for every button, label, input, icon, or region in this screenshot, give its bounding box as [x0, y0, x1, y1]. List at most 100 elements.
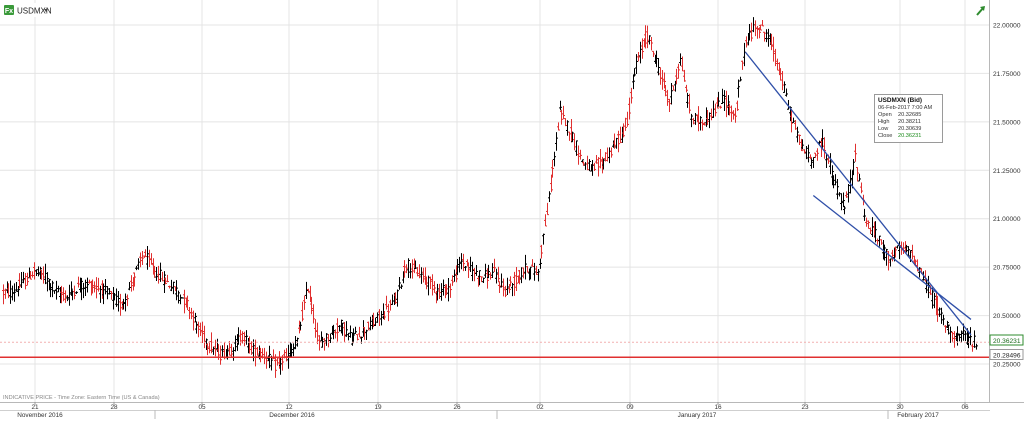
price-tick-label: 20.50000 [993, 313, 1021, 320]
ohlc-bar [730, 105, 733, 122]
ohlc-bar [776, 58, 779, 71]
ohlc-bar [641, 38, 644, 59]
ohlc-bar [462, 253, 465, 272]
trend-up-icon[interactable] [976, 6, 985, 16]
ohlc-bar [102, 283, 105, 305]
ohlc-bar [148, 249, 151, 267]
ohlc-bar [228, 340, 231, 356]
ohlc-bar [31, 271, 34, 278]
ohlc-bar [750, 22, 753, 42]
ohlc-bar [504, 285, 507, 298]
ohlc-bar [354, 326, 357, 334]
ohlc-bar [194, 312, 197, 323]
ohlc-bar [22, 271, 25, 284]
ohlc-bar [562, 105, 565, 120]
ohlc-bar [829, 153, 832, 175]
ohlc-bar [153, 265, 156, 278]
ohlc-bar [117, 290, 120, 312]
time-axis: 21 28 05 12 19 26 02 09 16 23 30 06 November 2016 Dec… [17, 402, 969, 419]
ohlc-bar [692, 117, 695, 125]
ohlc-bar [431, 274, 434, 296]
ohlc-bar [860, 182, 863, 194]
ohlc-bar [763, 31, 766, 42]
ohlc-bar [579, 149, 582, 160]
ohlc-bar [568, 131, 571, 141]
ohlc-bar [617, 130, 620, 153]
ohlc-bar [809, 154, 812, 160]
ohlc-bar [891, 249, 894, 262]
ohlc-bar [161, 271, 164, 282]
ohlc-bar [544, 214, 547, 227]
ohlc-bar [312, 304, 315, 324]
ohlc-bar [577, 145, 580, 165]
ohlc-bar [836, 178, 839, 200]
ohlc-bar [719, 105, 722, 109]
month-label: November 2016 [17, 412, 63, 419]
ohlc-bar [551, 159, 554, 178]
price-tick-label: 20.25000 [993, 362, 1021, 369]
ohlc-bar [37, 266, 40, 277]
ohlc-bar [197, 321, 200, 338]
ohlc-bar [113, 292, 116, 301]
ohlc-bar [973, 330, 976, 348]
time-tick-label: 12 [285, 404, 293, 411]
ohlc-bar [925, 279, 928, 294]
ohlc-bar [150, 253, 153, 265]
ohlc-bar [422, 267, 425, 283]
ohlc-bar [960, 330, 963, 343]
ohlc-bar [661, 70, 664, 90]
ohlc-bar [624, 117, 627, 131]
ohlc-bar [394, 292, 397, 305]
ohlc-bar [717, 91, 720, 107]
ohlc-bar [840, 193, 843, 211]
ohlc-bar [230, 343, 233, 358]
ohlc-bar [48, 278, 51, 291]
time-tick-label: 06 [961, 404, 969, 411]
ohlc-bar [376, 312, 379, 323]
ohlc-bar [453, 269, 456, 282]
ohlc-bar [770, 33, 773, 51]
ohlc-bar [677, 63, 680, 79]
ohlc-bar [199, 322, 202, 337]
ohlc-bar [203, 325, 206, 349]
ohlc-bar [495, 268, 498, 284]
ohlc-tooltip: USDMXN (Bid) 06-Feb-2017 7:00 AM Open 20… [874, 94, 943, 143]
ohlc-bar [365, 329, 368, 341]
ohlc-bar [270, 355, 273, 371]
ohlc-bar [964, 330, 967, 341]
ohlc-bar [307, 288, 310, 293]
ohlc-bar [847, 184, 850, 203]
ohlc-bar [936, 295, 939, 322]
ohlc-bar [613, 133, 616, 149]
ohlc-bar [13, 283, 16, 302]
ohlc-bar [529, 266, 532, 280]
ohlc-bar [455, 265, 458, 283]
ohlc-bar [703, 122, 706, 126]
ohlc-bar [737, 79, 740, 98]
ohlc-bar [967, 330, 970, 349]
ohlc-bar [635, 54, 638, 75]
ohlc-bar [803, 149, 806, 154]
ohlc-bar [325, 333, 328, 346]
price-levels [0, 341, 989, 358]
caret-down-icon [44, 9, 48, 12]
ohlc-bar [135, 265, 138, 271]
ohlc-bar [334, 329, 337, 339]
ohlc-bar [619, 126, 622, 144]
ohlc-bar [796, 126, 799, 143]
ohlc-bar [852, 158, 855, 176]
ohlc-bar [810, 158, 813, 169]
month-label: December 2016 [269, 412, 315, 419]
ohlc-bar [343, 322, 346, 343]
ohlc-bar [949, 326, 952, 343]
ohlc-bar [597, 157, 600, 177]
ohlc-bar [57, 285, 60, 293]
ohlc-bar [259, 347, 262, 363]
ohlc-bar [741, 60, 744, 70]
ohlc-bar [831, 165, 834, 186]
time-tick-label: 21 [31, 404, 39, 411]
ohlc-bar [947, 324, 950, 335]
ohlc-bar [40, 269, 43, 280]
symbol-selector-button[interactable]: Fx USDMXN [2, 3, 52, 17]
ohlc-bar [535, 265, 538, 275]
